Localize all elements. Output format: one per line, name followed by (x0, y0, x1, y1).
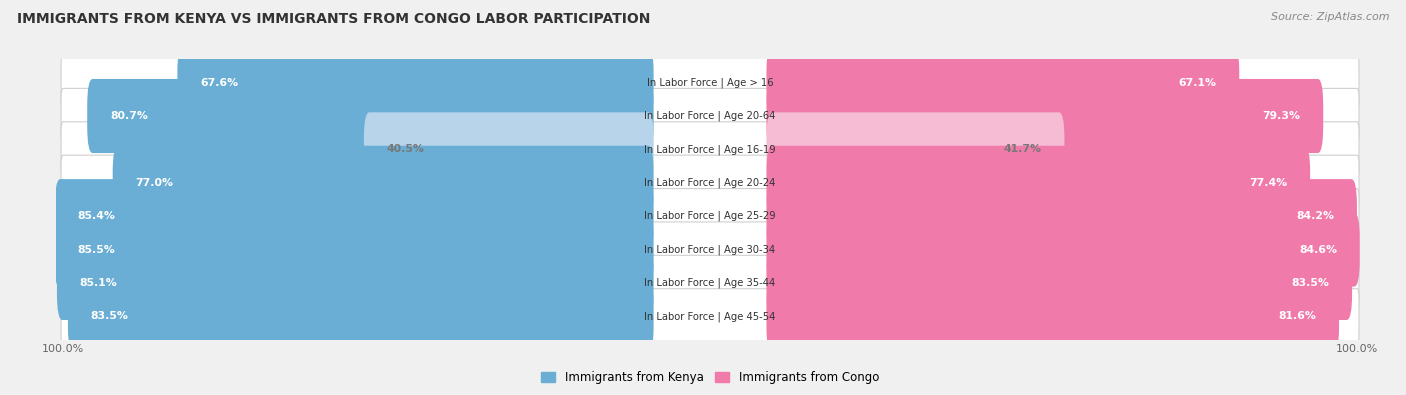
FancyBboxPatch shape (60, 155, 1360, 211)
FancyBboxPatch shape (55, 213, 654, 287)
Text: In Labor Force | Age 16-19: In Labor Force | Age 16-19 (644, 144, 776, 155)
FancyBboxPatch shape (766, 112, 1064, 186)
Text: In Labor Force | Age 20-64: In Labor Force | Age 20-64 (644, 111, 776, 121)
Text: 83.5%: 83.5% (90, 311, 128, 321)
FancyBboxPatch shape (766, 146, 1310, 220)
Text: In Labor Force | Age 30-34: In Labor Force | Age 30-34 (644, 244, 776, 255)
Text: 85.4%: 85.4% (77, 211, 115, 221)
FancyBboxPatch shape (60, 255, 1360, 310)
Text: 79.3%: 79.3% (1263, 111, 1301, 121)
Text: 77.4%: 77.4% (1250, 178, 1288, 188)
Text: 41.7%: 41.7% (1004, 145, 1042, 154)
FancyBboxPatch shape (87, 79, 654, 153)
Text: 77.0%: 77.0% (135, 178, 173, 188)
Text: In Labor Force | Age 35-44: In Labor Force | Age 35-44 (644, 278, 776, 288)
FancyBboxPatch shape (112, 146, 654, 220)
Text: 40.5%: 40.5% (387, 145, 425, 154)
FancyBboxPatch shape (56, 246, 654, 320)
Legend: Immigrants from Kenya, Immigrants from Congo: Immigrants from Kenya, Immigrants from C… (541, 371, 879, 384)
Text: 80.7%: 80.7% (110, 111, 148, 121)
Text: 84.2%: 84.2% (1296, 211, 1334, 221)
Text: 81.6%: 81.6% (1278, 311, 1316, 321)
Text: 67.6%: 67.6% (200, 78, 238, 88)
FancyBboxPatch shape (766, 213, 1360, 287)
Text: In Labor Force | Age > 16: In Labor Force | Age > 16 (647, 77, 773, 88)
FancyBboxPatch shape (60, 122, 1360, 177)
FancyBboxPatch shape (60, 55, 1360, 110)
Text: IMMIGRANTS FROM KENYA VS IMMIGRANTS FROM CONGO LABOR PARTICIPATION: IMMIGRANTS FROM KENYA VS IMMIGRANTS FROM… (17, 12, 650, 26)
Text: In Labor Force | Age 25-29: In Labor Force | Age 25-29 (644, 211, 776, 222)
FancyBboxPatch shape (177, 45, 654, 120)
FancyBboxPatch shape (60, 188, 1360, 244)
FancyBboxPatch shape (60, 289, 1360, 344)
Text: Source: ZipAtlas.com: Source: ZipAtlas.com (1271, 12, 1389, 22)
FancyBboxPatch shape (766, 79, 1323, 153)
Text: 67.1%: 67.1% (1178, 78, 1216, 88)
FancyBboxPatch shape (766, 279, 1339, 354)
Text: 84.6%: 84.6% (1299, 245, 1337, 254)
FancyBboxPatch shape (60, 88, 1360, 144)
Text: 85.1%: 85.1% (80, 278, 117, 288)
FancyBboxPatch shape (55, 179, 654, 253)
Text: In Labor Force | Age 45-54: In Labor Force | Age 45-54 (644, 311, 776, 322)
Text: 83.5%: 83.5% (1292, 278, 1330, 288)
FancyBboxPatch shape (67, 279, 654, 354)
Text: In Labor Force | Age 20-24: In Labor Force | Age 20-24 (644, 177, 776, 188)
FancyBboxPatch shape (766, 179, 1357, 253)
Text: 85.5%: 85.5% (77, 245, 115, 254)
FancyBboxPatch shape (60, 222, 1360, 277)
FancyBboxPatch shape (766, 45, 1239, 120)
FancyBboxPatch shape (766, 246, 1353, 320)
FancyBboxPatch shape (364, 112, 654, 186)
